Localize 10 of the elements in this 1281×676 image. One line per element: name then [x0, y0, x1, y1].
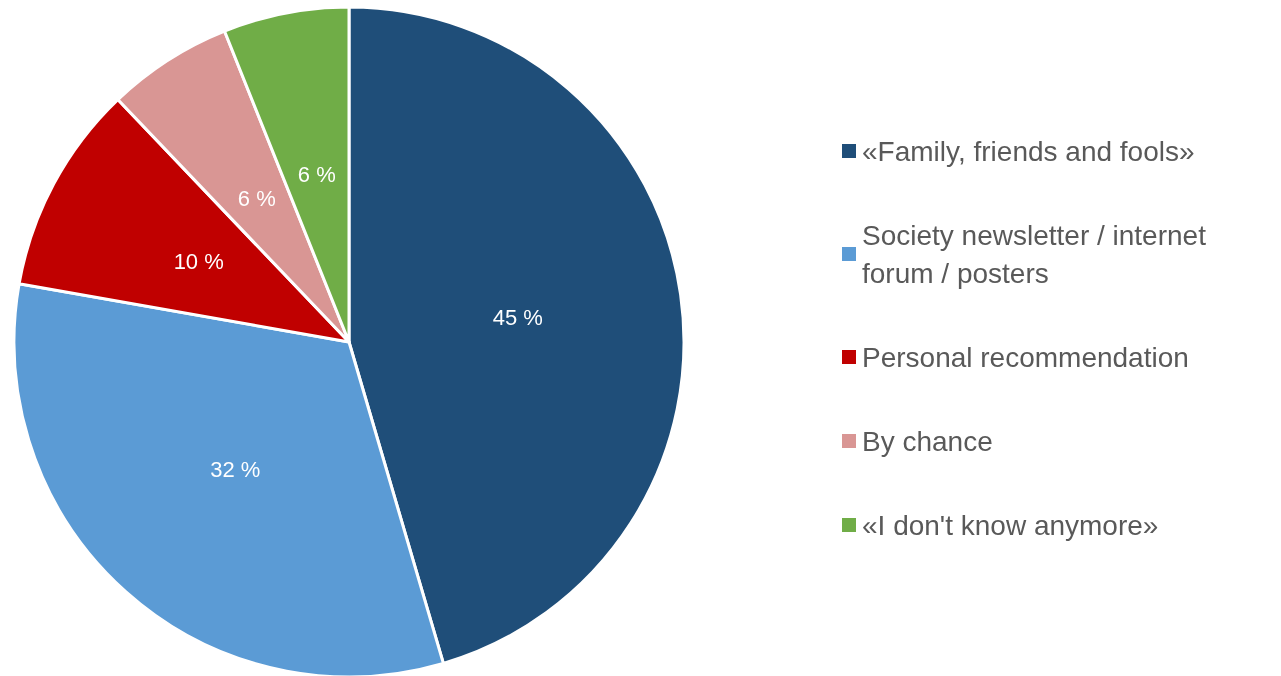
data-label: 45 %	[492, 305, 543, 331]
legend-label: Society newsletter / internet forum / posters	[862, 219, 1214, 289]
data-label: 6 %	[297, 162, 336, 188]
data-label: 10 %	[173, 248, 224, 274]
legend-label: «I don't know anymore»	[862, 509, 1159, 541]
data-label: 6 %	[237, 186, 276, 212]
data-label: 32 %	[210, 456, 261, 482]
legend-label: By chance	[862, 425, 993, 457]
legend-label: Personal recommendation	[862, 341, 1189, 373]
legend-label: «Family, friends and fools»	[862, 135, 1195, 167]
